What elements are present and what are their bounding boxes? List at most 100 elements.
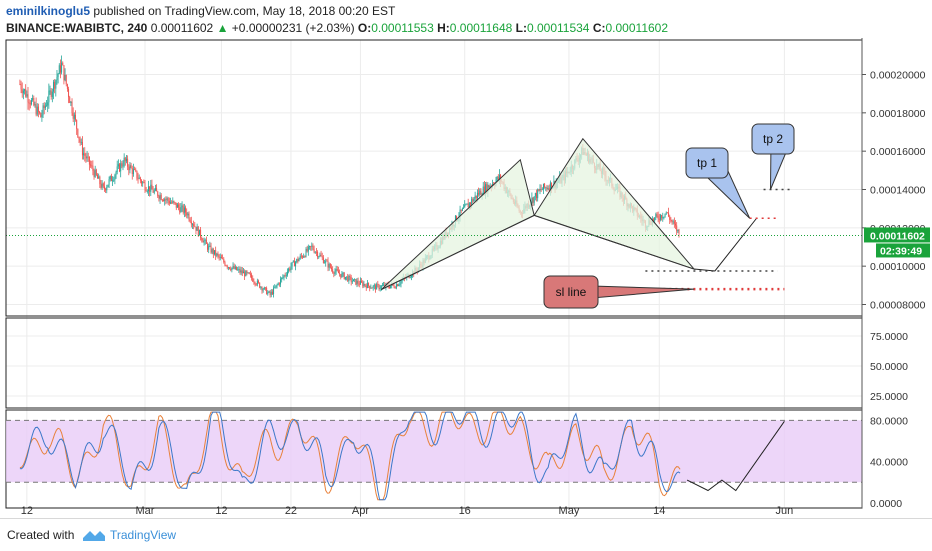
candle-body <box>380 285 382 289</box>
candle-body <box>212 249 214 255</box>
tradingview-brand[interactable]: TradingView <box>110 528 177 542</box>
candle-body <box>546 187 548 189</box>
candle-body <box>78 136 80 139</box>
candle-body <box>330 267 332 270</box>
candle-body <box>334 271 336 274</box>
candle-body <box>201 237 203 241</box>
candle-body <box>346 276 348 278</box>
drawing-annotations: tp 1 tp 2 sl line <box>6 123 862 309</box>
candle-body <box>321 256 323 258</box>
candle-body <box>220 256 222 259</box>
candle-body <box>123 157 125 166</box>
candle-body <box>472 199 474 202</box>
candle-body <box>278 283 280 285</box>
candle-body <box>329 263 331 268</box>
sl-callout-box <box>543 275 599 309</box>
candle-body <box>143 182 145 184</box>
sl-callout-pointer <box>591 285 695 299</box>
candle-body <box>361 280 363 283</box>
candle-body <box>672 221 674 223</box>
low-label: L: <box>515 21 527 35</box>
candle-body <box>231 267 233 270</box>
created-with-text: Created with <box>7 528 75 542</box>
candle-body <box>197 226 199 236</box>
candle-body <box>108 179 110 185</box>
candle-body <box>393 285 395 288</box>
candle-body <box>354 279 356 280</box>
candle-body <box>401 279 403 281</box>
candle-body <box>92 165 94 171</box>
candle-body <box>668 212 670 217</box>
candle-body <box>459 209 461 217</box>
last-price: 0.00011602 <box>150 21 214 35</box>
candle-body <box>398 284 400 287</box>
candle-body <box>281 277 283 280</box>
candle-body <box>86 156 88 159</box>
x-tick-label: May <box>559 505 580 517</box>
candle-body <box>356 280 358 285</box>
candle-body <box>106 187 108 191</box>
low-value: 0.00011534 <box>526 21 590 35</box>
candle-body <box>456 215 458 221</box>
sl-callout-label: sl line <box>556 285 587 299</box>
candle-body <box>261 287 263 291</box>
candle-body <box>30 100 32 105</box>
candle-body <box>156 188 158 192</box>
tradingview-logo-icon <box>83 531 105 541</box>
candle-body <box>254 282 256 285</box>
candle-body <box>131 167 133 175</box>
x-tick-label: 22 <box>285 505 297 517</box>
candle-body <box>549 182 551 191</box>
candle-body <box>194 226 196 227</box>
candle-body <box>271 291 273 295</box>
candle-body <box>305 249 307 257</box>
candle-body <box>21 89 23 94</box>
candle-body <box>388 286 390 289</box>
stochastic-tick-label: 40.0000 <box>870 457 908 469</box>
candle-body <box>258 280 260 283</box>
candle-body <box>169 202 171 204</box>
candle-body <box>533 196 535 203</box>
candle-body <box>190 221 192 225</box>
candle-body <box>193 224 195 227</box>
candle-body <box>204 239 206 241</box>
candle-body <box>245 271 247 277</box>
countdown-tag <box>876 243 930 258</box>
candle-body <box>153 190 155 193</box>
candle-body <box>284 275 286 277</box>
candle-body <box>233 266 235 269</box>
candle-body <box>59 65 61 73</box>
footer-bar: Created with TradingView <box>0 518 932 551</box>
candle-body <box>293 260 295 267</box>
candle-body <box>275 285 277 288</box>
candle-body <box>324 262 326 264</box>
candle-body <box>217 253 219 256</box>
candle-body <box>460 209 462 211</box>
candle-body <box>19 84 21 85</box>
candle-body <box>337 270 339 274</box>
chart-area[interactable]: tp 1 tp 2 sl line 12 Mar 12 22 Apr 16 May 14 Jun 0.… <box>0 0 932 518</box>
candle-body <box>544 183 546 188</box>
candle-body <box>376 284 378 290</box>
pattern-right-triangle <box>533 137 696 271</box>
candle-body <box>363 284 365 287</box>
candle-body <box>308 246 310 247</box>
candle-body <box>304 256 306 257</box>
candle-body <box>20 84 22 90</box>
candle-body <box>340 274 342 278</box>
candle-body <box>195 226 197 231</box>
candle-body <box>187 213 189 216</box>
candle-body <box>57 73 59 78</box>
pattern-left-triangle <box>380 158 535 290</box>
candle-body <box>285 275 287 276</box>
candle-body <box>48 90 50 103</box>
publisher-name[interactable]: eminilkinoglu5 <box>6 4 91 18</box>
middle-tick-label: 25.0000 <box>870 391 908 403</box>
candle-body <box>114 175 116 180</box>
x-tick-label: 16 <box>459 505 471 517</box>
candle-body <box>274 287 276 289</box>
candle-body <box>210 245 212 253</box>
price-tick-label: 0.00016000 <box>870 146 926 158</box>
high-value: 0.00011648 <box>449 21 513 35</box>
candle-body <box>537 189 539 199</box>
